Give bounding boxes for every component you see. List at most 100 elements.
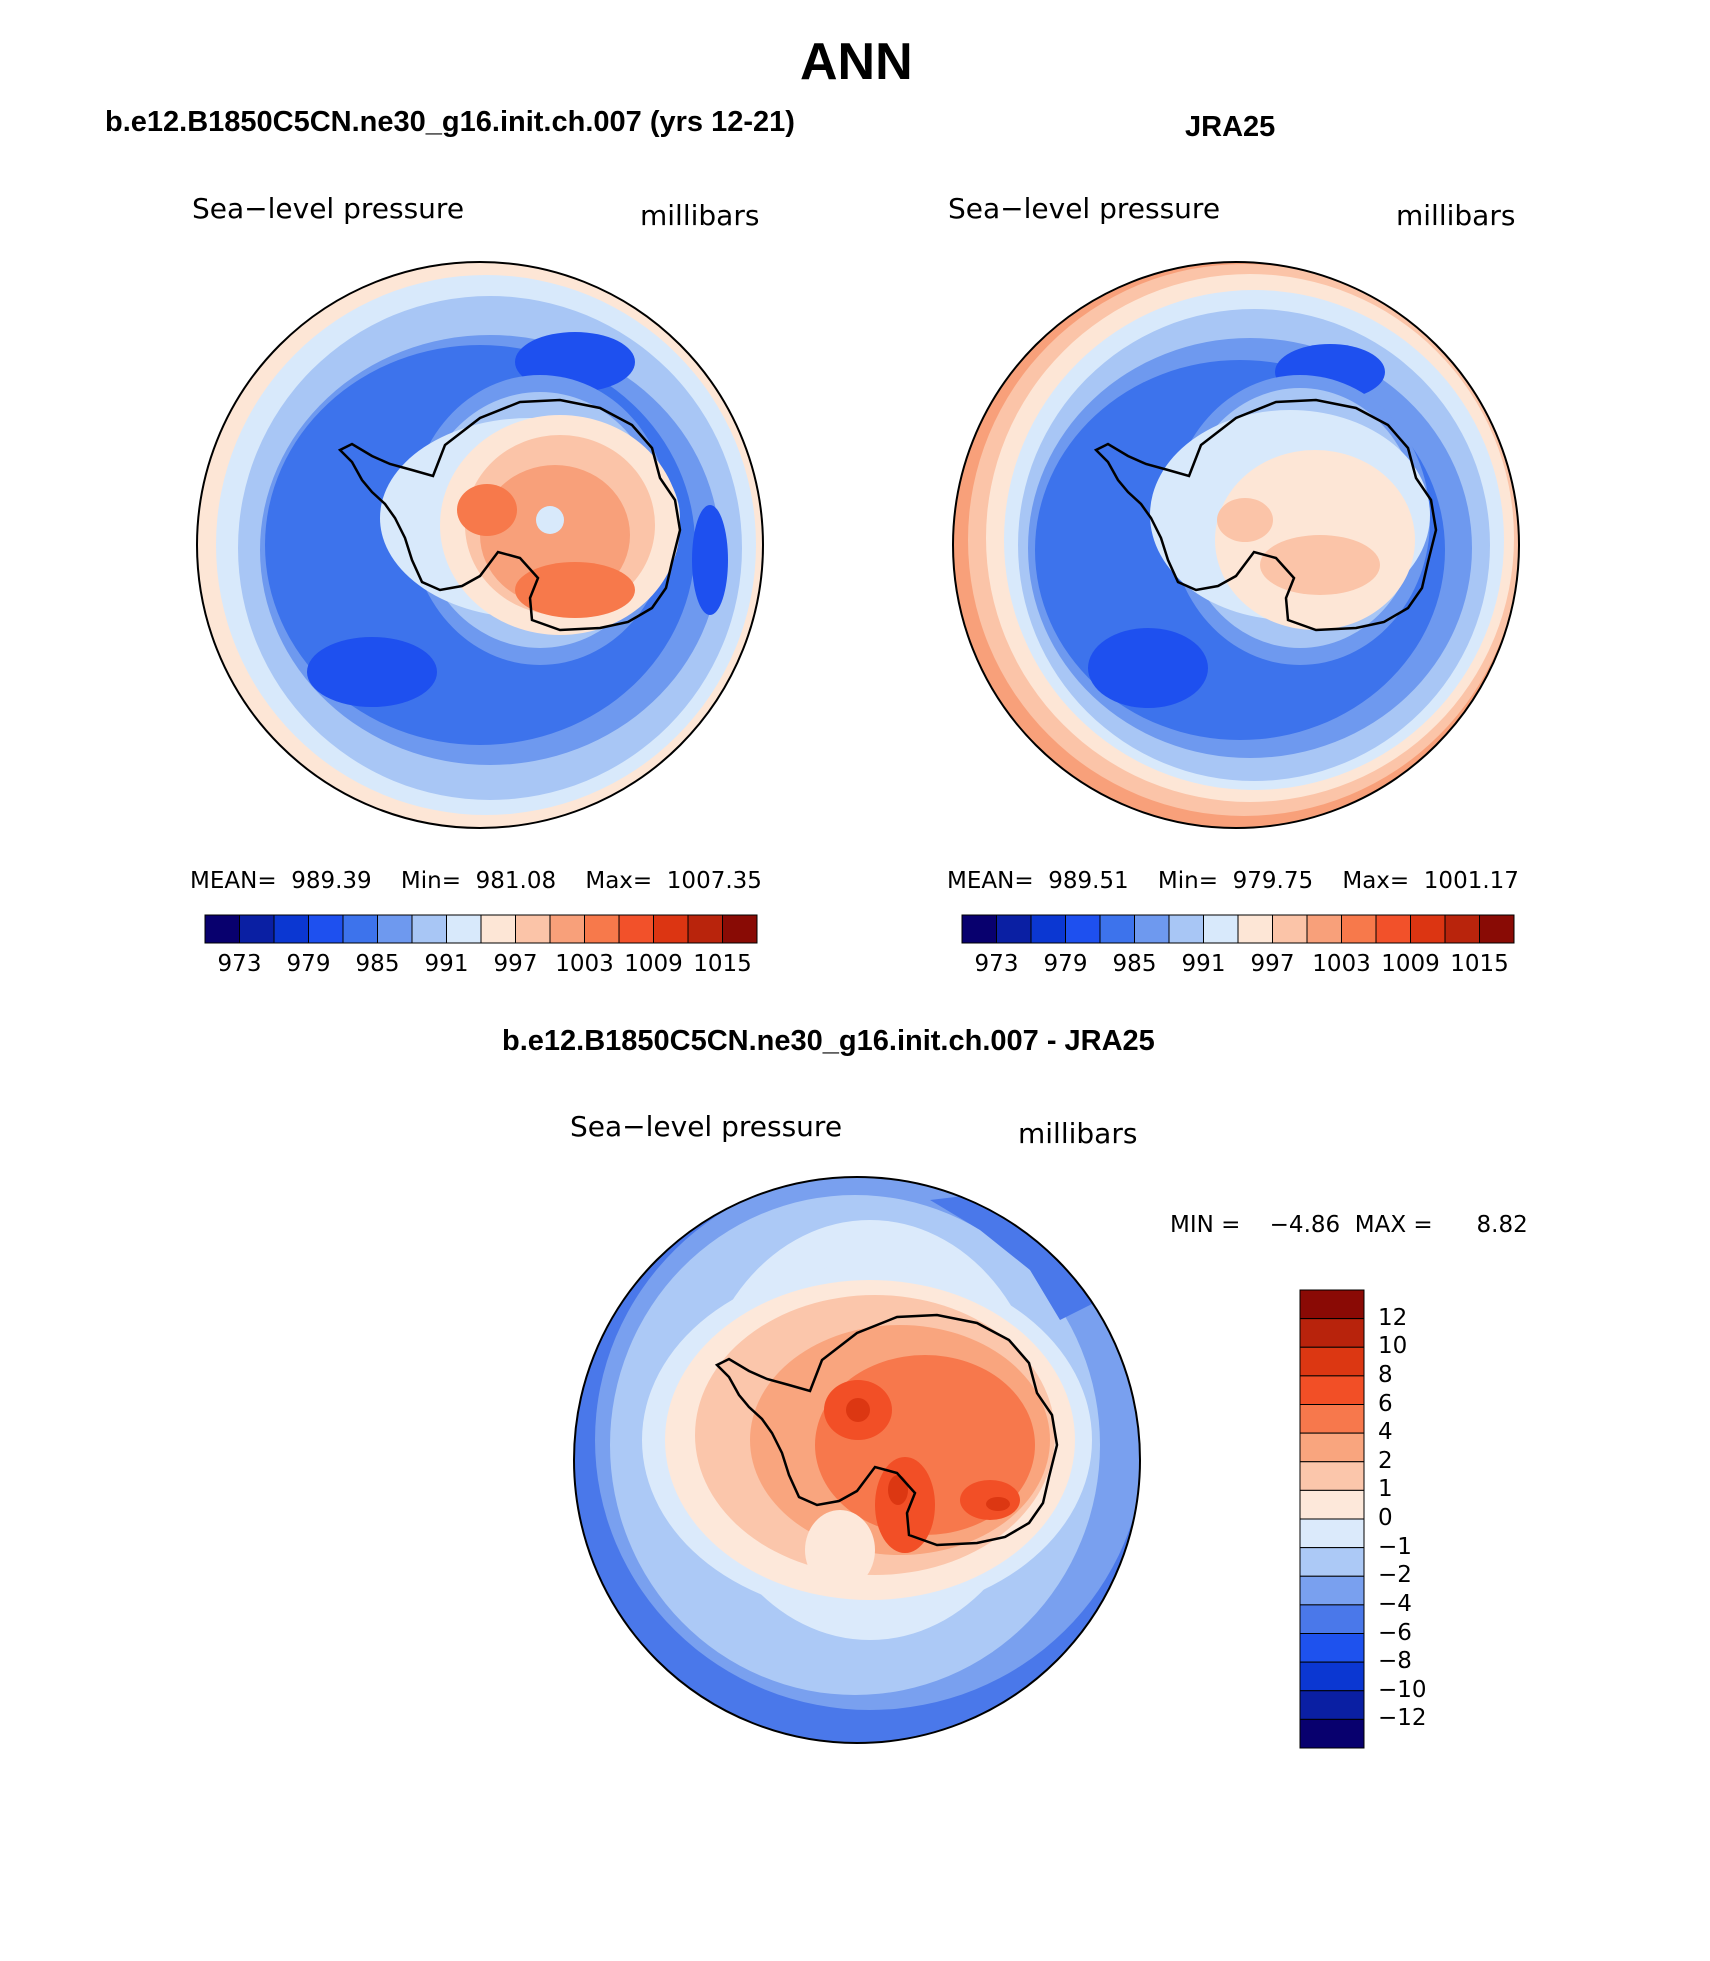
- diff-colorbar-label: 12: [1378, 1304, 1408, 1331]
- obs-colorbar-swatch: [1444, 914, 1480, 944]
- model-colorbar-swatch: [549, 914, 585, 944]
- obs-colorbar-swatch: [961, 914, 997, 944]
- obs-colorbar-swatch: [1375, 914, 1411, 944]
- model-units-label: millibars: [640, 199, 760, 232]
- model-colorbar-swatch: [273, 914, 309, 944]
- diff-colorbar-swatch: [1299, 1661, 1365, 1692]
- model-colorbar-label: 973: [217, 951, 262, 977]
- diff-map: [574, 1177, 1140, 1743]
- obs-colorbar: [961, 914, 1515, 944]
- model-colorbar-swatch: [342, 914, 378, 944]
- model-colorbar-swatch: [618, 914, 654, 944]
- model-colorbar-label: 1015: [693, 951, 752, 977]
- diff-colorbar-label: −1: [1378, 1533, 1412, 1560]
- model-colorbar-swatch: [446, 914, 482, 944]
- diff-colorbar-label: 4: [1378, 1419, 1393, 1446]
- model-map: [197, 262, 763, 828]
- obs-colorbar-label: 991: [1181, 951, 1226, 977]
- obs-colorbar-swatch: [996, 914, 1032, 944]
- diff-colorbar-swatch: [1299, 1718, 1365, 1749]
- model-colorbar-label: 979: [286, 951, 331, 977]
- diff-minmax: MIN = −4.86 MAX = 8.82: [1170, 1212, 1528, 1238]
- obs-colorbar-swatch: [1237, 914, 1273, 944]
- obs-colorbar-swatch: [1099, 914, 1135, 944]
- obs-variable-label: Sea−level pressure: [948, 192, 1221, 225]
- figure-title: ANN: [800, 33, 913, 91]
- diff-colorbar-swatch: [1299, 1518, 1365, 1549]
- obs-colorbar-swatch: [1203, 914, 1239, 944]
- obs-colorbar-swatch: [1272, 914, 1308, 944]
- model-colorbar-swatch: [480, 914, 516, 944]
- model-panel-title: b.e12.B1850C5CN.ne30_g16.init.ch.007 (yr…: [105, 106, 795, 138]
- diff-colorbar-swatch: [1299, 1604, 1365, 1634]
- obs-colorbar-swatch: [1306, 914, 1342, 944]
- diff-colorbar-swatch: [1299, 1432, 1365, 1463]
- diff-colorbar-swatch: [1299, 1404, 1365, 1434]
- diff-variable-label: Sea−level pressure: [570, 1110, 843, 1143]
- model-colorbar-swatch: [308, 914, 344, 944]
- diff-colorbar-swatch: [1299, 1575, 1365, 1606]
- diff-colorbar-label: −8: [1378, 1648, 1412, 1675]
- obs-colorbar-swatch: [1410, 914, 1446, 944]
- model-colorbar-label: 985: [355, 951, 400, 977]
- model-colorbar-label: 1009: [624, 951, 683, 977]
- diff-colorbar-label: −2: [1378, 1562, 1412, 1589]
- model-colorbar-swatch: [377, 914, 413, 944]
- model-variable-label: Sea−level pressure: [192, 192, 465, 225]
- obs-colorbar-label: 1015: [1450, 951, 1509, 977]
- model-colorbar-swatch: [584, 914, 620, 944]
- diff-colorbar-label: 2: [1378, 1447, 1393, 1474]
- model-colorbar-swatch: [653, 914, 689, 944]
- model-colorbar-label: 997: [493, 951, 538, 977]
- diff-colorbar-label: −10: [1378, 1676, 1427, 1703]
- obs-colorbar-swatch: [1168, 914, 1204, 944]
- diff-colorbar-label: 10: [1378, 1333, 1408, 1360]
- diff-colorbar-label: 6: [1378, 1390, 1393, 1417]
- diff-colorbar-swatch: [1299, 1318, 1365, 1348]
- obs-colorbar-swatch: [1341, 914, 1377, 944]
- diff-map-border: [573, 1176, 1141, 1744]
- diff-colorbar: [1299, 1289, 1365, 1749]
- model-colorbar-label: 1003: [555, 951, 614, 977]
- diff-colorbar-swatch: [1299, 1375, 1365, 1405]
- model-colorbar-swatch: [204, 914, 240, 944]
- diff-colorbar-swatch: [1299, 1461, 1365, 1491]
- diff-colorbar-label: −4: [1378, 1590, 1412, 1617]
- model-colorbar: [204, 914, 758, 944]
- diff-units-label: millibars: [1018, 1117, 1138, 1150]
- diff-colorbar-swatch: [1299, 1690, 1365, 1720]
- obs-map: [953, 262, 1519, 828]
- diff-colorbar-swatch: [1299, 1547, 1365, 1577]
- diff-colorbar-label: 1: [1378, 1476, 1393, 1503]
- obs-colorbar-swatch: [1479, 914, 1515, 944]
- diff-colorbar-swatch: [1299, 1289, 1365, 1320]
- obs-colorbar-label: 985: [1112, 951, 1157, 977]
- obs-colorbar-label: 979: [1043, 951, 1088, 977]
- model-colorbar-label: 991: [424, 951, 469, 977]
- model-colorbar-swatch: [239, 914, 275, 944]
- obs-colorbar-label: 1003: [1312, 951, 1371, 977]
- obs-stats: MEAN= 989.51 Min= 979.75 Max= 1001.17: [947, 868, 1519, 894]
- model-colorbar-swatch: [411, 914, 447, 944]
- diff-colorbar-label: 8: [1378, 1361, 1393, 1388]
- diff-colorbar-swatch: [1299, 1633, 1365, 1663]
- model-map-border: [196, 261, 764, 829]
- diff-colorbar-label: −12: [1378, 1705, 1427, 1732]
- obs-colorbar-swatch: [1134, 914, 1170, 944]
- obs-colorbar-label: 997: [1250, 951, 1295, 977]
- obs-colorbar-label: 1009: [1381, 951, 1440, 977]
- diff-colorbar-label: −6: [1378, 1619, 1412, 1646]
- diff-panel-title: b.e12.B1850C5CN.ne30_g16.init.ch.007 - J…: [502, 1025, 1155, 1057]
- obs-colorbar-swatch: [1030, 914, 1066, 944]
- model-stats: MEAN= 989.39 Min= 981.08 Max= 1007.35: [190, 868, 762, 894]
- obs-panel-title: JRA25: [1185, 111, 1276, 143]
- obs-map-border: [952, 261, 1520, 829]
- obs-colorbar-swatch: [1065, 914, 1101, 944]
- model-colorbar-swatch: [515, 914, 551, 944]
- obs-colorbar-label: 973: [974, 951, 1019, 977]
- diff-colorbar-swatch: [1299, 1346, 1365, 1377]
- model-colorbar-swatch: [687, 914, 723, 944]
- obs-units-label: millibars: [1396, 199, 1516, 232]
- model-colorbar-swatch: [722, 914, 758, 944]
